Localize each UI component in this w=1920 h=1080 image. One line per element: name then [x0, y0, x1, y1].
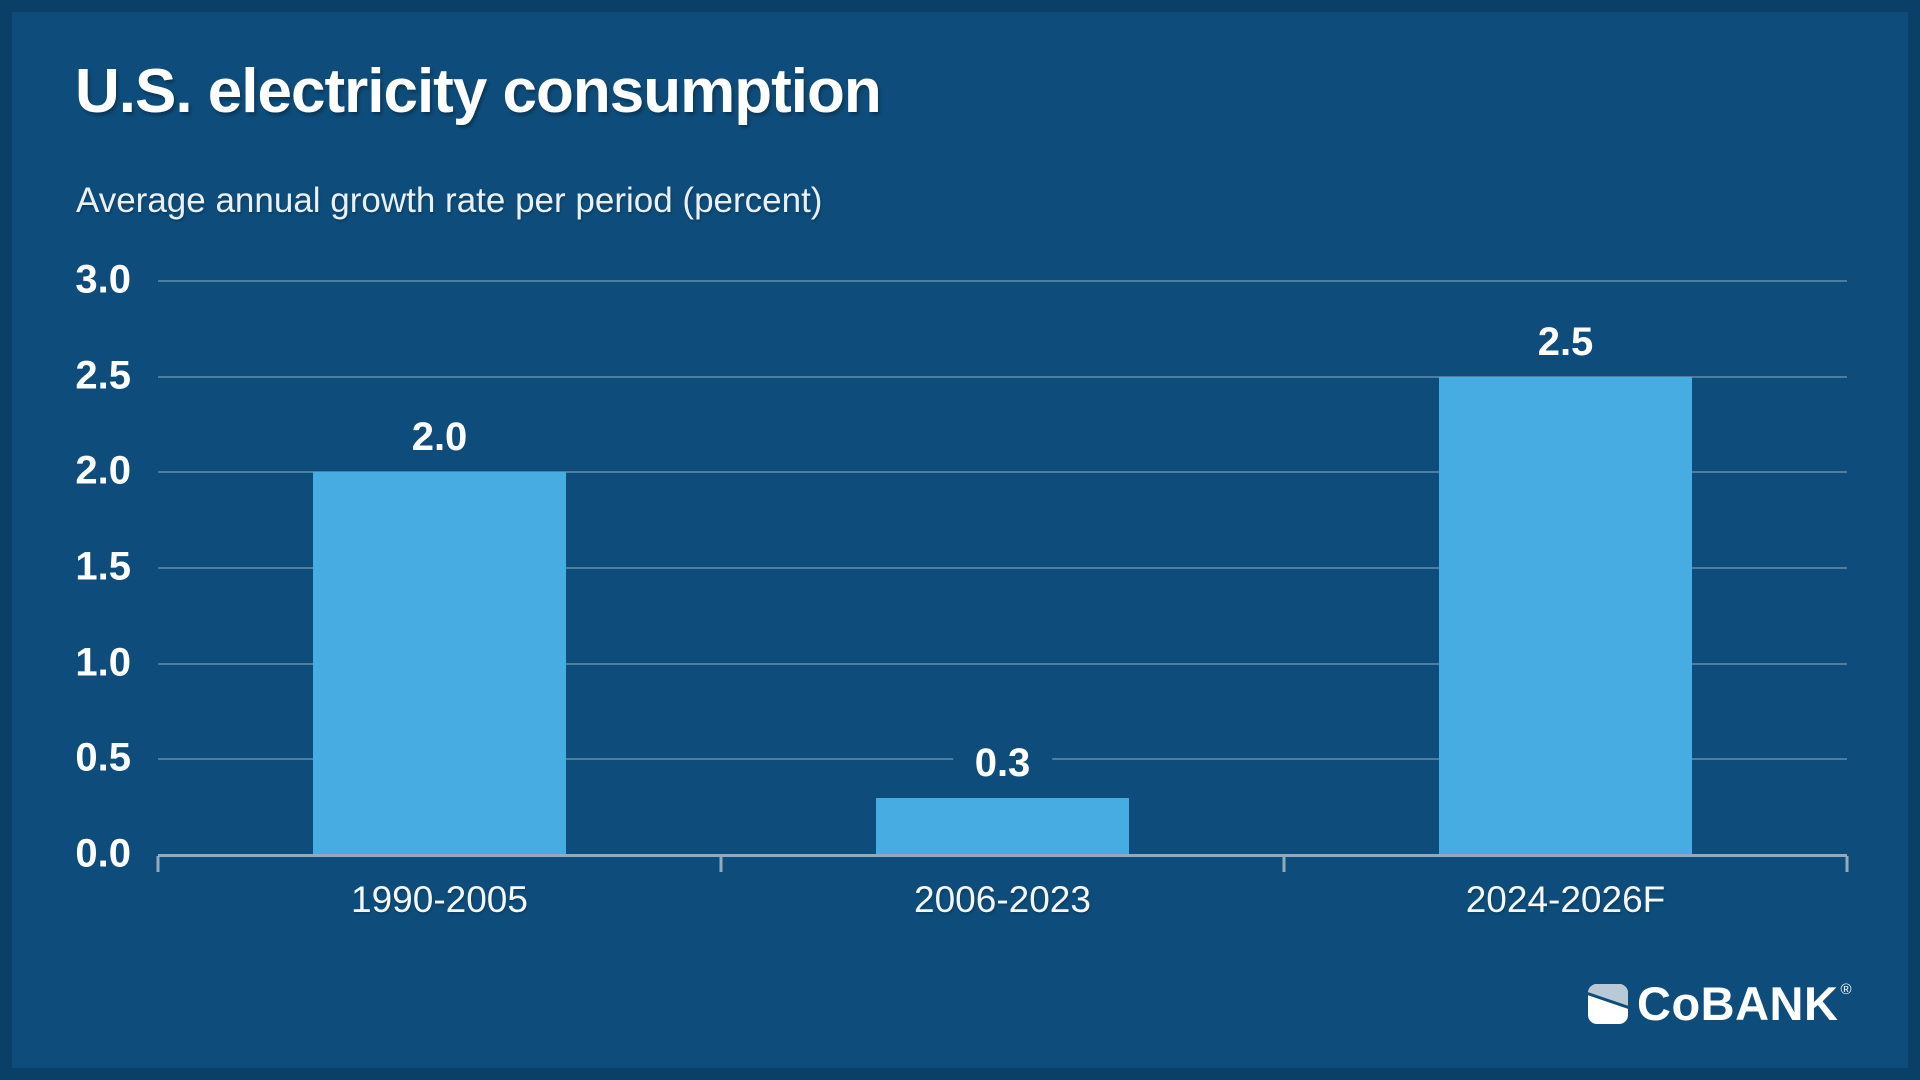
x-axis-category-label: 2024-2026F [1465, 879, 1666, 920]
chart-subtitle: Average annual growth rate per period (p… [76, 181, 823, 220]
y-axis-tick-label: 1.5 [75, 544, 131, 589]
gridline [158, 375, 1847, 378]
registered-trademark-symbol: ® [1840, 981, 1853, 998]
axis-tick-mark [1282, 856, 1286, 872]
x-axis-category-label: 2006-2023 [914, 879, 1091, 920]
x-axis-line [158, 853, 1847, 857]
cobank-logo-wordmark: CoBANK ® [1637, 977, 1853, 1030]
bar-value-label: 2.0 [389, 415, 490, 460]
bar-value-label: 0.3 [952, 740, 1053, 785]
gridline [158, 280, 1847, 282]
gridline [158, 662, 1847, 665]
x-axis-category-label: 1990-2005 [351, 879, 528, 920]
y-axis-tick-label: 1.0 [75, 640, 131, 685]
cobank-logo: CoBANK ® [1588, 980, 1852, 1027]
bar-2006-2023 [876, 797, 1129, 855]
y-axis-tick-label: 0.5 [75, 735, 131, 780]
y-axis-tick-label: 0.0 [75, 831, 131, 876]
axis-tick-mark [1845, 856, 1849, 872]
gridline [158, 567, 1847, 569]
y-axis-tick-label: 2.0 [75, 448, 131, 493]
cobank-logo-mark-icon [1588, 983, 1628, 1024]
y-axis-tick-label: 3.0 [75, 257, 131, 302]
bar-2024-2026F [1439, 376, 1692, 855]
bar-value-label: 2.5 [1515, 319, 1616, 364]
bar-1990-2005 [313, 472, 566, 855]
bar-chart-plot-area: 0.0 0.5 1.0 1.5 2.0 2.5 3.0 2.0 1990-2005 0.3 2006… [75, 258, 1849, 920]
y-axis-tick-label: 2.5 [75, 353, 131, 398]
chart-title: U.S. electricity consumption [75, 57, 882, 126]
axis-tick-mark [156, 856, 160, 872]
axis-tick-mark [719, 856, 723, 872]
gridline [158, 471, 1847, 474]
